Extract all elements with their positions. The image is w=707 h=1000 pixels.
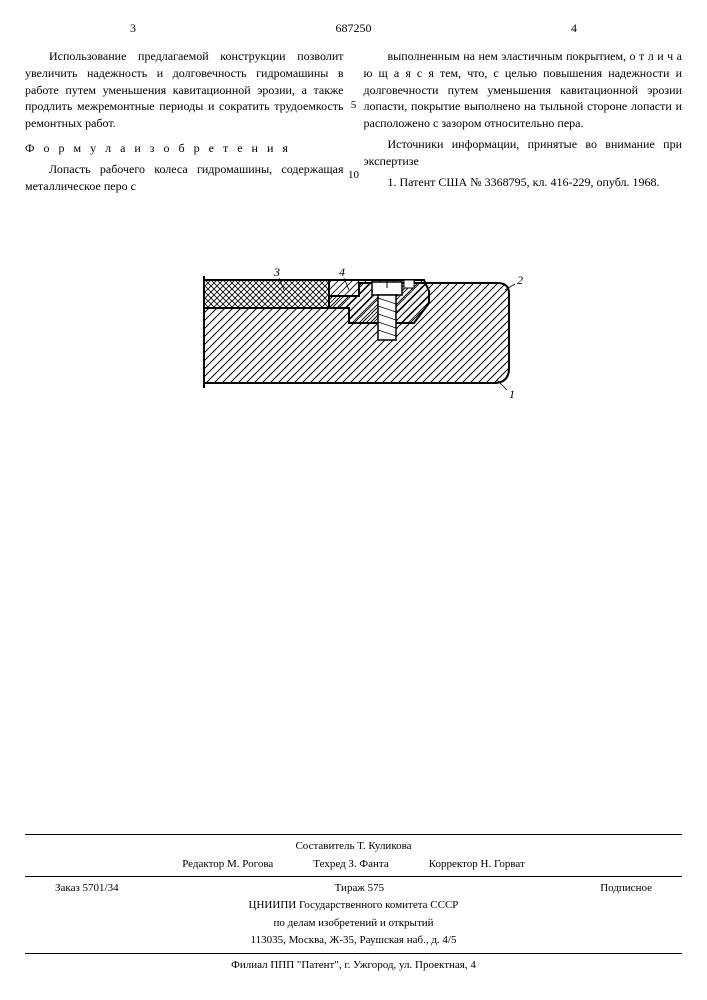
- claim-header: Ф о р м у л а и з о б р е т е н и я: [25, 140, 344, 157]
- left-column-number: 3: [130, 20, 136, 37]
- editor-row: Редактор М. Рогова Техред З. Фанта Корре…: [25, 857, 682, 872]
- order-number: Заказ 5701/34: [55, 881, 119, 896]
- right-column-number: 4: [571, 20, 577, 37]
- organization-line2: по делам изобретений и открытий: [25, 916, 682, 931]
- left-column: Использование предлагаемой конструкции п…: [25, 48, 344, 198]
- line-number: 10: [348, 168, 359, 183]
- figure-label-4: 4: [339, 268, 345, 279]
- technical-drawing: 3 4 2 1: [169, 268, 539, 408]
- subscription: Подписное: [600, 881, 652, 896]
- paragraph: Источники информации, принятые во вниман…: [364, 136, 683, 170]
- figure-label-1: 1: [509, 387, 515, 401]
- address: 113035, Москва, Ж-35, Раушская наб., д. …: [25, 933, 682, 948]
- figure-label-3: 3: [273, 268, 280, 279]
- organization: ЦНИИПИ Государственного комитета СССР: [25, 898, 682, 913]
- techred: Техред З. Фанта: [313, 857, 388, 872]
- editor: Редактор М. Рогова: [182, 857, 273, 872]
- line-number: 5: [351, 98, 357, 113]
- divider: [25, 953, 682, 954]
- paragraph: 1. Патент США № 3368795, кл. 416-229, оп…: [364, 174, 683, 191]
- patent-number: 687250: [336, 20, 372, 37]
- tirazh: Тираж 575: [335, 881, 385, 896]
- paragraph: Лопасть рабочего колеса гидромашины, сод…: [25, 161, 344, 195]
- divider: [25, 834, 682, 835]
- compiler-line: Составитель Т. Куликова: [25, 839, 682, 854]
- order-row: Заказ 5701/34 Тираж 575 Подписное: [25, 881, 682, 896]
- text-columns: 5 10 Использование предлагаемой конструк…: [25, 48, 682, 198]
- figure-container: 3 4 2 1: [25, 268, 682, 408]
- right-column: выполненным на нем эластичным покрытием,…: [364, 48, 683, 198]
- branch: Филиал ППП "Патент", г. Ужгород, ул. Про…: [25, 958, 682, 973]
- footer: Составитель Т. Куликова Редактор М. Рого…: [25, 830, 682, 975]
- corrector: Корректор Н. Горват: [429, 857, 525, 872]
- paragraph: Использование предлагаемой конструкции п…: [25, 48, 344, 132]
- figure-label-2: 2: [517, 273, 523, 287]
- divider: [25, 876, 682, 877]
- paragraph: выполненным на нем эластичным покрытием,…: [364, 48, 683, 132]
- page-header: 3 687250 4: [25, 20, 682, 40]
